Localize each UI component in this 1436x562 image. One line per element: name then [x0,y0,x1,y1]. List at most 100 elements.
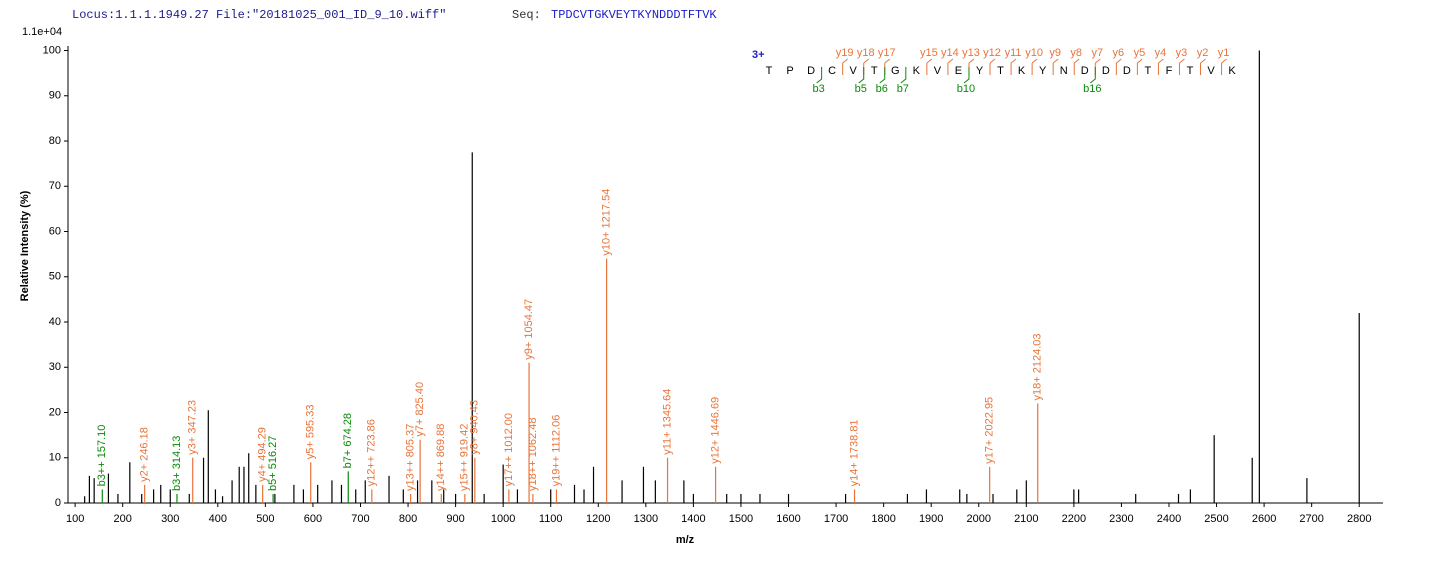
residue: T [871,65,878,77]
x-tick-label: 900 [446,513,464,525]
residue: P [786,65,793,77]
y-ion-label: y7 [1091,47,1103,59]
residue: Y [1039,65,1047,77]
peak-label: y4+ 494.29 [257,427,269,482]
residue: T [997,65,1004,77]
peak-label: y17++ 1012.00 [503,413,515,486]
x-tick-label: 2800 [1347,513,1371,525]
b-ion-bracket [900,67,907,84]
x-tick-label: 2700 [1299,513,1323,525]
y-tick-label: 0 [55,497,61,509]
scale-label: 1.1e+04 [22,26,62,38]
residue: G [891,65,900,77]
y-tick-label: 90 [49,90,61,102]
x-tick-label: 2200 [1062,513,1086,525]
b-ion-label: b10 [957,83,975,95]
y-ion-label: y4 [1155,47,1167,59]
residue: T [1145,65,1152,77]
b-ion-label: b5 [855,83,867,95]
y-ion-bracket [1157,58,1164,75]
residue: V [850,65,858,77]
y-tick-label: 20 [49,406,61,418]
charge: 3+ [752,49,765,61]
sequence: TPDCVTGKVEYTKYNDDDTFTVK [551,8,717,22]
x-tick-label: 800 [399,513,417,525]
x-tick-label: 1200 [586,513,610,525]
x-tick-label: 1500 [729,513,753,525]
x-tick-label: 600 [304,513,322,525]
x-tick-label: 300 [161,513,179,525]
residue: D [807,65,815,77]
residue: K [1228,65,1236,77]
peak-label: y14+ 1738.81 [848,419,860,486]
y-ion-label: y18 [857,47,875,59]
y-ion-label: y6 [1113,47,1125,59]
peak-label: y12++ 723.86 [366,419,378,486]
residue: Y [976,65,984,77]
residue: D [1123,65,1131,77]
y-ion-bracket [926,58,933,75]
x-tick-label: 2400 [1157,513,1181,525]
residue: K [1018,65,1026,77]
seq-label: Seq: [512,8,541,22]
y-tick-label: 50 [49,271,61,283]
x-tick-label: 1900 [919,513,943,525]
peak-label: y13++ 805.37 [405,424,417,491]
y-tick-label: 80 [49,135,61,147]
x-tick-label: 1300 [634,513,658,525]
x-tick-label: 700 [351,513,369,525]
y-ion-bracket [1073,58,1080,75]
peak-label: y18++ 1062.48 [527,418,539,491]
x-tick-label: 100 [66,513,84,525]
y-ion-label: y5 [1134,47,1146,59]
y-ion-bracket [1200,58,1206,75]
peak-label: y7+ 825.40 [414,382,426,437]
y-ion-label: y11 [1005,47,1022,59]
y-ion-label: y12 [983,47,1001,59]
x-tick-label: 2100 [1014,513,1038,525]
peak-label: b5+ 516.27 [267,436,279,491]
x-tick-label: 1800 [871,513,895,525]
y-ion-bracket [947,58,954,75]
y-ion-bracket [1031,58,1038,75]
residue: V [1207,65,1215,77]
b-ion-bracket [816,67,823,84]
x-tick-label: 1400 [681,513,705,525]
y-axis-label: Relative Intensity (%) [19,190,31,301]
residue: T [766,65,773,77]
peak-label: y8+ 940.43 [469,400,481,455]
b-ion-label: b7 [897,83,909,95]
b-ion-label: b16 [1083,83,1101,95]
x-tick-label: 500 [256,513,274,525]
y-tick-label: 100 [43,44,61,56]
y-ion-bracket [1178,58,1185,75]
x-tick-label: 2000 [967,513,991,525]
residue: F [1166,65,1173,77]
locus: Locus:1.1.1.1949.27 File:"20181025_001_I… [72,8,446,22]
peak-label: b7+ 674.28 [342,413,354,468]
x-tick-label: 1700 [824,513,848,525]
x-tick-label: 1000 [491,513,515,525]
x-tick-label: 1600 [776,513,800,525]
peak-label: y14++ 869.88 [435,424,447,491]
y-tick-label: 60 [49,225,61,237]
residue: E [955,65,962,77]
y-ion-bracket [1115,58,1122,75]
x-tick-label: 2600 [1252,513,1276,525]
x-axis-label: m/z [676,534,695,546]
y-ion-label: y3 [1176,47,1188,59]
b-ion-bracket [1089,67,1096,84]
residue: K [913,65,921,77]
residue: D [1081,65,1089,77]
x-tick-label: 1100 [539,513,563,525]
b-ion-label: b3 [813,83,825,95]
y-ion-label: y10 [1025,47,1043,59]
x-tick-label: 400 [209,513,227,525]
residue: V [934,65,942,77]
peak-label: b3++ 157.10 [96,425,108,487]
y-tick-label: 10 [49,452,61,464]
y-ion-label: y14 [941,47,959,59]
y-ion-bracket [1010,58,1017,75]
peak-label: y15++ 919.42 [459,424,471,491]
